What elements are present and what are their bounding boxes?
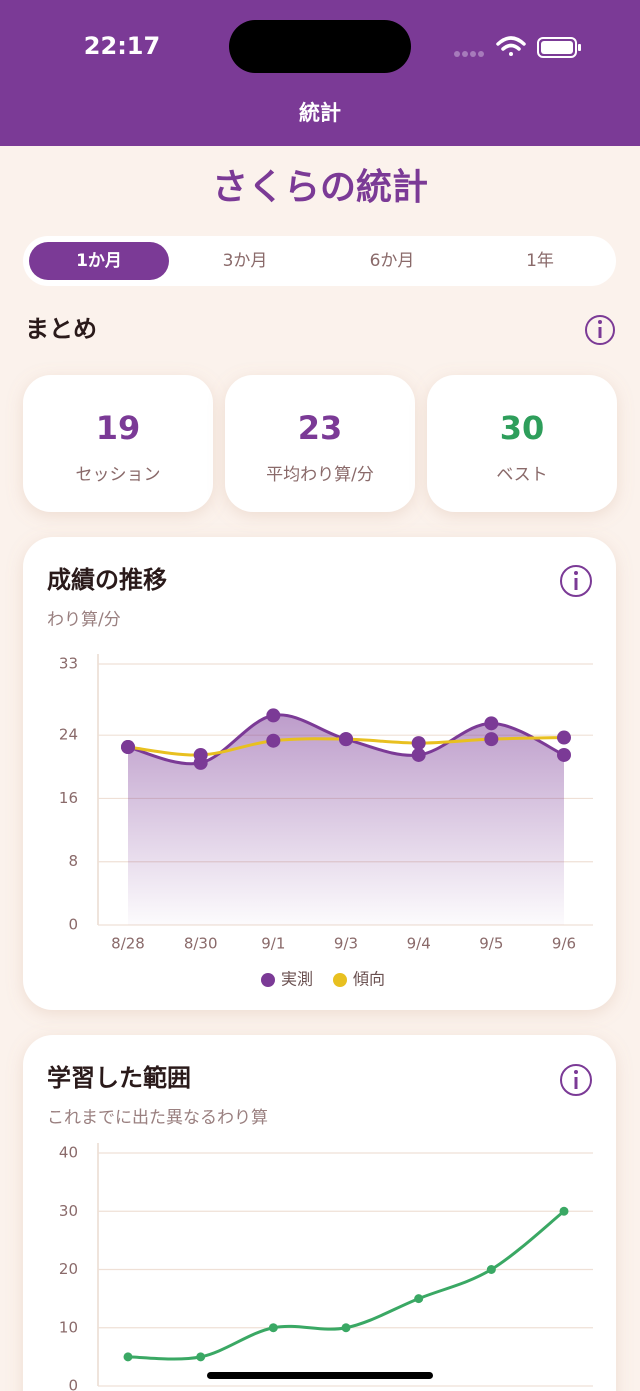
summary-label: 平均わり算/分 xyxy=(266,465,374,485)
legend-swatch xyxy=(333,973,347,987)
chart-title: 成績の推移 xyxy=(47,566,167,594)
y-tick-label: 30 xyxy=(59,1202,78,1220)
point xyxy=(341,1323,351,1333)
y-tick-label: 8 xyxy=(68,852,78,870)
point xyxy=(196,1352,206,1362)
status-time: 22:17 xyxy=(84,32,160,60)
nav-title: 統計 xyxy=(299,101,341,125)
y-tick-label: 20 xyxy=(59,1260,78,1278)
y-tick-label: 40 xyxy=(59,1144,78,1162)
y-tick-label: 24 xyxy=(59,726,78,744)
chart-subtitle: これまでに出た異なるわり算 xyxy=(47,1108,268,1128)
area xyxy=(128,714,564,925)
summary-card xyxy=(23,375,213,512)
legend-label: 傾向 xyxy=(353,970,385,989)
point xyxy=(559,1206,569,1216)
point xyxy=(268,1323,278,1333)
x-tick-label: 9/5 xyxy=(479,935,503,953)
point xyxy=(411,736,426,751)
y-tick-label: 16 xyxy=(59,789,78,807)
legend-swatch xyxy=(261,973,275,987)
home-indicator xyxy=(207,1372,433,1379)
info-icon[interactable] xyxy=(585,315,615,345)
point xyxy=(484,716,499,731)
point xyxy=(411,747,426,762)
chart-title: 学習した範囲 xyxy=(47,1064,191,1092)
tab-active[interactable] xyxy=(29,242,169,280)
point xyxy=(266,733,281,748)
point xyxy=(266,708,281,723)
summary-label: セッション xyxy=(76,465,161,485)
y-tick-label: 33 xyxy=(59,655,78,673)
chart-subtitle: わり算/分 xyxy=(47,610,121,630)
summary-value: 23 xyxy=(298,409,343,447)
battery-tip xyxy=(578,44,581,51)
summary-value: 30 xyxy=(500,409,545,447)
point xyxy=(486,1265,496,1274)
dynamic-island xyxy=(229,20,411,73)
y-tick-label: 0 xyxy=(68,1377,78,1391)
tab-bar xyxy=(23,236,616,286)
x-tick-label: 8/30 xyxy=(184,935,218,953)
point xyxy=(123,1352,133,1362)
summary-card xyxy=(225,375,415,512)
section-title: まとめ xyxy=(25,315,97,343)
tab-label[interactable]: 1年 xyxy=(526,251,554,271)
y-tick-label: 0 xyxy=(68,916,78,934)
x-tick-label: 9/1 xyxy=(261,935,285,953)
x-tick-label: 9/6 xyxy=(552,935,576,953)
info-icon[interactable] xyxy=(560,1064,592,1096)
battery-level xyxy=(541,41,573,54)
point xyxy=(121,740,135,755)
y-tick-label: 10 xyxy=(59,1318,78,1336)
summary-value: 19 xyxy=(96,409,141,447)
x-tick-label: 8/28 xyxy=(111,935,145,953)
legend-label: 実測 xyxy=(281,970,313,989)
tab-label[interactable]: 3か月 xyxy=(223,251,268,271)
page-title: さくらの統計 xyxy=(212,167,428,208)
tab-label[interactable]: 6か月 xyxy=(370,251,415,271)
info-icon[interactable] xyxy=(560,565,592,597)
tab-label[interactable]: 1か月 xyxy=(76,251,122,271)
point xyxy=(557,730,571,745)
summary-card xyxy=(427,375,617,512)
signal-icon xyxy=(454,51,484,57)
wifi-icon xyxy=(496,36,526,56)
point xyxy=(193,747,208,762)
point xyxy=(557,747,571,762)
chart-card xyxy=(23,1035,616,1391)
point xyxy=(339,732,353,747)
x-tick-label: 9/3 xyxy=(334,935,358,953)
point xyxy=(414,1294,424,1304)
battery-icon xyxy=(537,37,577,58)
x-tick-label: 9/4 xyxy=(407,935,431,953)
summary-label: ベスト xyxy=(496,465,547,485)
point xyxy=(484,732,499,747)
